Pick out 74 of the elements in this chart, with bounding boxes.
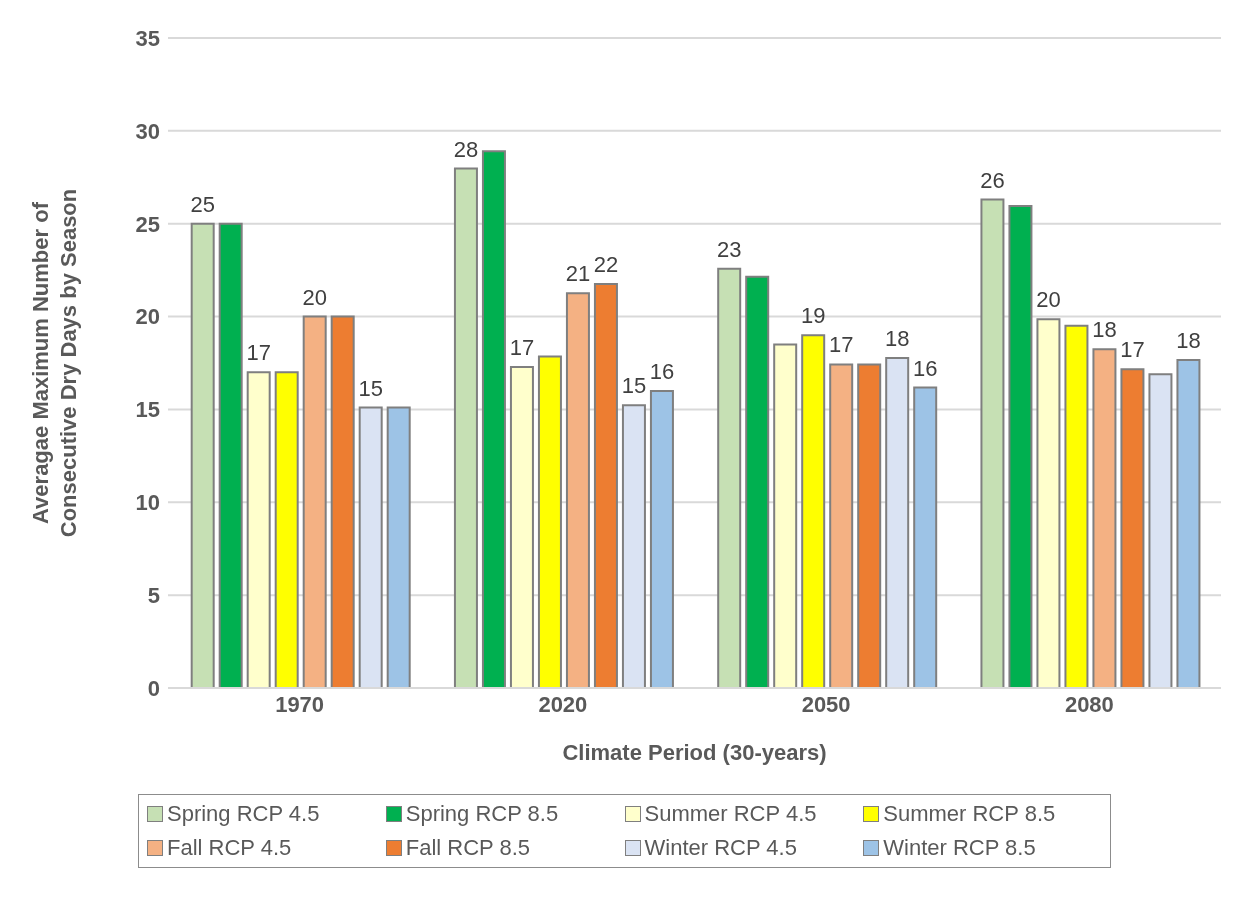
data-label: 20	[1036, 287, 1061, 313]
legend-label: Fall RCP 4.5	[167, 835, 292, 861]
bar	[649, 390, 674, 688]
bar	[1176, 359, 1201, 688]
bar	[885, 356, 910, 688]
data-label: 17	[246, 340, 271, 366]
bar	[745, 275, 770, 688]
bar	[913, 386, 938, 688]
data-label: 19	[800, 303, 826, 329]
x-tick-label: 2050	[801, 691, 851, 717]
bar	[1120, 368, 1145, 688]
data-label: 17	[1120, 337, 1145, 363]
bar	[829, 363, 854, 688]
x-tick-label: 2080	[1064, 691, 1114, 717]
x-tick-label: 2020	[538, 691, 588, 717]
bar	[801, 334, 826, 688]
data-label: 16	[649, 359, 675, 385]
bar	[621, 404, 646, 688]
data-label: 28	[453, 136, 479, 162]
bar	[1036, 318, 1061, 688]
bar	[1064, 324, 1089, 688]
bar	[218, 222, 243, 688]
bar	[246, 371, 271, 688]
bar	[386, 406, 411, 688]
bar	[537, 355, 562, 688]
data-label: 22	[593, 251, 619, 277]
data-label: 17	[509, 335, 535, 361]
legend-label: Spring RCP 8.5	[405, 801, 559, 827]
bar	[481, 150, 506, 688]
legend-label: Fall RCP 8.5	[405, 835, 531, 861]
y-tick-label: 30	[135, 118, 160, 144]
bar	[358, 406, 383, 688]
x-axis-title: Climate Period (30-years)	[562, 740, 827, 765]
data-label: 25	[190, 191, 215, 217]
data-label: 17	[828, 332, 854, 358]
data-label: 18	[1092, 317, 1117, 343]
y-tick-label: 20	[135, 304, 160, 330]
y-tick-label: 10	[135, 490, 160, 516]
bar	[330, 315, 355, 688]
bar	[190, 222, 215, 688]
data-label: 16	[912, 355, 938, 381]
y-tick-label: 35	[135, 25, 160, 51]
data-label: 15	[358, 375, 383, 401]
bar	[717, 267, 742, 688]
y-tick-label: 0	[147, 675, 160, 701]
legend-label: Spring RCP 4.5	[167, 801, 320, 827]
legend-label: Winter RCP 4.5	[644, 835, 797, 861]
y-axis-title: Averagae Maximum Number of Consecutive Dry Days by Season	[28, 188, 81, 538]
data-label: 20	[302, 284, 327, 310]
legend-label: Summer RCP 8.5	[883, 801, 1056, 827]
bar	[773, 343, 798, 688]
x-tick-label: 1970	[275, 691, 325, 717]
y-tick-label: 15	[135, 397, 160, 423]
bar	[1148, 373, 1173, 688]
data-label: 18	[1176, 328, 1201, 354]
data-label: 23	[716, 236, 742, 262]
bar	[509, 366, 534, 688]
bar	[274, 371, 299, 688]
legend-label: Winter RCP 8.5	[883, 835, 1036, 861]
bar	[565, 292, 590, 688]
legend-label: Summer RCP 4.5	[644, 801, 817, 827]
bar	[980, 198, 1005, 688]
data-label: 18	[884, 325, 910, 351]
y-tick-label: 25	[135, 211, 160, 237]
bar	[453, 167, 478, 688]
bar	[1092, 348, 1117, 688]
bar	[857, 363, 882, 688]
bar	[302, 315, 327, 688]
bar	[593, 282, 618, 688]
data-label: 26	[980, 167, 1005, 193]
data-label: 15	[621, 373, 647, 399]
bar	[1008, 205, 1033, 688]
y-tick-label: 5	[147, 582, 160, 608]
data-label: 21	[565, 261, 591, 287]
